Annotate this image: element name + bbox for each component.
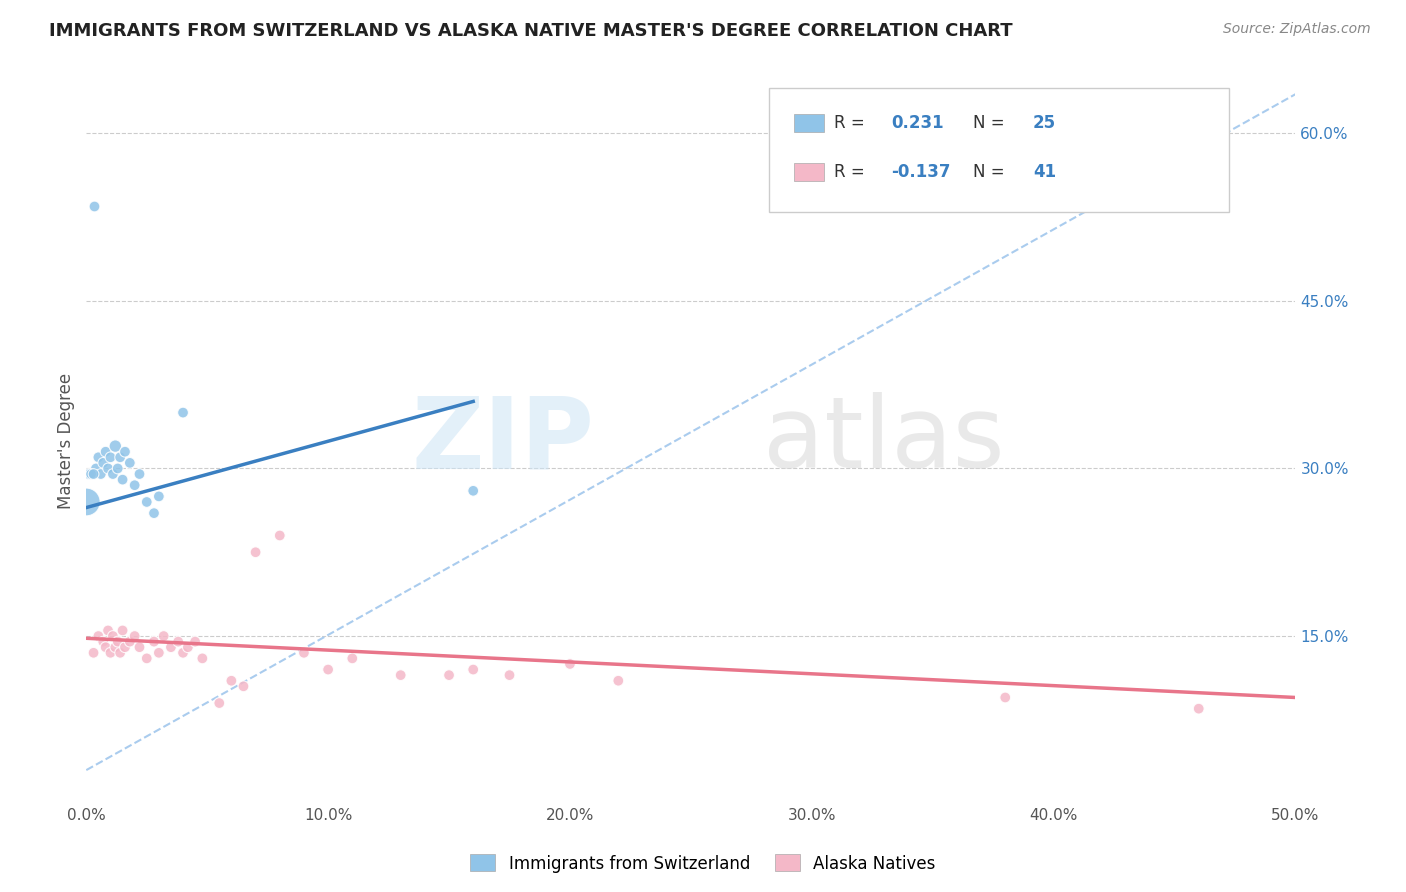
Point bbox=[437, 668, 460, 682]
Point bbox=[77, 467, 100, 481]
Point bbox=[143, 634, 166, 648]
Point bbox=[269, 528, 291, 542]
Point bbox=[172, 406, 194, 420]
Point bbox=[245, 545, 267, 559]
Point bbox=[342, 651, 364, 665]
Point bbox=[498, 668, 520, 682]
Point bbox=[111, 624, 134, 638]
Point bbox=[100, 646, 122, 660]
Point bbox=[87, 629, 110, 643]
Legend: Immigrants from Switzerland, Alaska Natives: Immigrants from Switzerland, Alaska Nati… bbox=[464, 847, 942, 880]
Point bbox=[191, 651, 214, 665]
Point bbox=[128, 640, 150, 655]
Point bbox=[90, 467, 112, 481]
Point bbox=[292, 646, 315, 660]
Point bbox=[104, 640, 127, 655]
Point bbox=[135, 495, 157, 509]
Point bbox=[83, 646, 105, 660]
Point bbox=[83, 199, 105, 213]
Point bbox=[108, 450, 131, 465]
Point bbox=[558, 657, 581, 671]
Point bbox=[152, 629, 174, 643]
Y-axis label: Master's Degree: Master's Degree bbox=[58, 373, 75, 508]
FancyBboxPatch shape bbox=[769, 88, 1229, 211]
Point bbox=[97, 461, 120, 475]
Point bbox=[101, 467, 124, 481]
Text: 41: 41 bbox=[1033, 163, 1056, 181]
Point bbox=[80, 467, 103, 481]
Text: atlas: atlas bbox=[763, 392, 1005, 489]
Point bbox=[94, 640, 117, 655]
Point bbox=[389, 668, 412, 682]
Text: ZIP: ZIP bbox=[412, 392, 595, 489]
Point bbox=[91, 634, 114, 648]
Point bbox=[84, 461, 107, 475]
Point bbox=[107, 461, 129, 475]
Point bbox=[75, 495, 97, 509]
Text: 25: 25 bbox=[1033, 114, 1056, 132]
Point bbox=[148, 646, 170, 660]
Point bbox=[316, 663, 339, 677]
Point bbox=[118, 634, 141, 648]
Point bbox=[177, 640, 200, 655]
FancyBboxPatch shape bbox=[793, 114, 824, 132]
Point bbox=[124, 478, 146, 492]
Point bbox=[101, 629, 124, 643]
Text: IMMIGRANTS FROM SWITZERLAND VS ALASKA NATIVE MASTER'S DEGREE CORRELATION CHART: IMMIGRANTS FROM SWITZERLAND VS ALASKA NA… bbox=[49, 22, 1012, 40]
Text: R =: R = bbox=[834, 163, 869, 181]
Point bbox=[208, 696, 231, 710]
Point bbox=[83, 467, 105, 481]
Point bbox=[114, 444, 136, 458]
Text: R =: R = bbox=[834, 114, 869, 132]
Point bbox=[128, 467, 150, 481]
Point bbox=[232, 679, 254, 693]
Point bbox=[135, 651, 157, 665]
Point bbox=[1188, 701, 1211, 715]
Point bbox=[111, 473, 134, 487]
Point bbox=[91, 456, 114, 470]
Point bbox=[463, 663, 485, 677]
Point bbox=[463, 483, 485, 498]
Point bbox=[108, 646, 131, 660]
Point bbox=[114, 640, 136, 655]
Text: N =: N = bbox=[973, 114, 1010, 132]
Point bbox=[118, 456, 141, 470]
Point bbox=[100, 450, 122, 465]
Text: Source: ZipAtlas.com: Source: ZipAtlas.com bbox=[1223, 22, 1371, 37]
Point bbox=[994, 690, 1017, 705]
Point bbox=[97, 624, 120, 638]
Text: -0.137: -0.137 bbox=[891, 163, 950, 181]
Point bbox=[160, 640, 183, 655]
Point bbox=[94, 444, 117, 458]
Point bbox=[148, 489, 170, 503]
Point bbox=[167, 634, 190, 648]
Point bbox=[607, 673, 630, 688]
Point bbox=[107, 634, 129, 648]
FancyBboxPatch shape bbox=[793, 162, 824, 181]
Point bbox=[104, 439, 127, 453]
Point bbox=[172, 646, 194, 660]
Text: N =: N = bbox=[973, 163, 1010, 181]
Point bbox=[143, 506, 166, 520]
Point bbox=[87, 450, 110, 465]
Point bbox=[184, 634, 207, 648]
Point bbox=[124, 629, 146, 643]
Text: 0.231: 0.231 bbox=[891, 114, 945, 132]
Point bbox=[221, 673, 243, 688]
